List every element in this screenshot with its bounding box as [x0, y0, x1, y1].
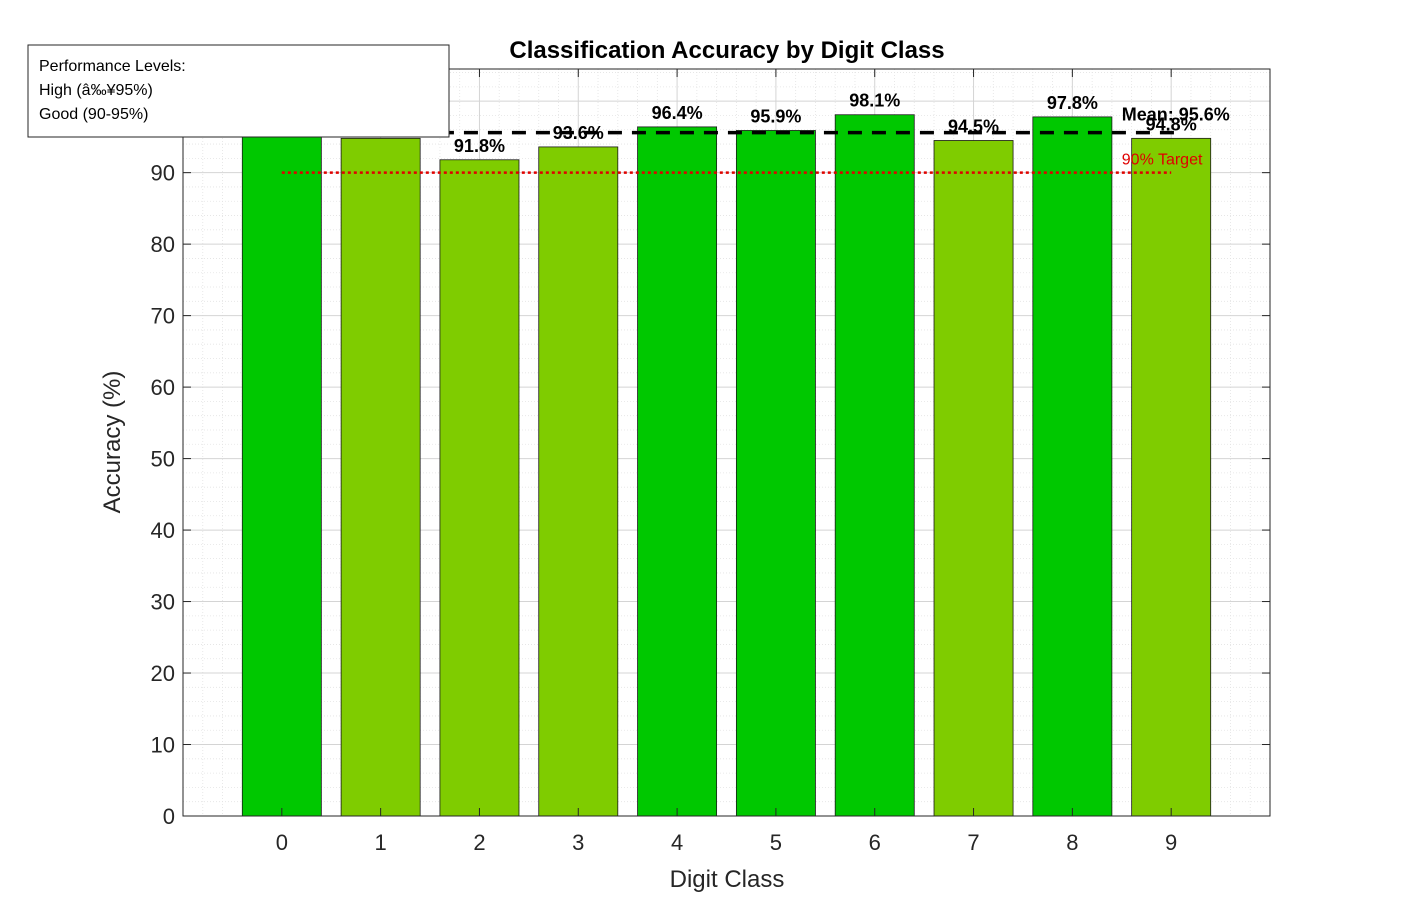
x-tick-label: 6 [869, 830, 881, 855]
bar-2 [439, 159, 520, 817]
legend-box [27, 44, 450, 138]
bar-3 [538, 146, 619, 817]
y-tick-label: 10 [151, 733, 175, 758]
legend: Performance Levels: High (â‰¥95%) Good (… [27, 44, 450, 138]
bar-9 [1131, 137, 1212, 817]
x-axis-label: Digit Class [670, 866, 785, 893]
target-line-label: 90% Target [1122, 152, 1203, 169]
y-tick-label: 80 [151, 232, 175, 257]
y-tick-label: 40 [151, 518, 175, 543]
data-label-5: 95.9% [750, 106, 801, 126]
bar-0 [241, 132, 322, 817]
bar-7 [933, 140, 1014, 817]
y-axis-ticks: 0 10 20 30 40 50 60 70 80 90 [151, 161, 1270, 829]
legend-title: Performance Levels: [39, 58, 186, 75]
bar-6 [834, 114, 915, 817]
x-tick-label: 2 [473, 830, 485, 855]
x-tick-label: 9 [1165, 830, 1177, 855]
bars-group [241, 114, 1212, 817]
data-label-3: 93.6% [553, 123, 604, 143]
bar-4 [637, 126, 718, 817]
x-tick-label: 5 [770, 830, 782, 855]
y-axis-label: Accuracy (%) [99, 371, 126, 514]
x-tick-label: 4 [671, 830, 683, 855]
legend-entry-good: Good (90-95%) [39, 106, 148, 123]
data-labels-group: 91.8% 93.6% 96.4% 95.9% 98.1% 94.5% 97.8% 94.8% [454, 91, 1197, 156]
x-tick-label: 0 [276, 830, 288, 855]
y-tick-label: 20 [151, 661, 175, 686]
chart-title: Classification Accuracy by Digit Class [509, 37, 944, 64]
x-tick-label: 8 [1066, 830, 1078, 855]
y-tick-label: 50 [151, 447, 175, 472]
y-tick-label: 70 [151, 304, 175, 329]
mean-line-label: Mean: 95.6% [1122, 105, 1230, 125]
x-axis-ticks: 0 1 2 3 4 5 6 7 8 9 [276, 69, 1177, 855]
x-tick-label: 7 [967, 830, 979, 855]
data-label-9: 94.8% [1146, 114, 1197, 134]
x-tick-label: 1 [375, 830, 387, 855]
x-tick-label: 3 [572, 830, 584, 855]
bar-5 [735, 130, 816, 817]
data-label-2: 91.8% [454, 136, 505, 156]
data-label-6: 98.1% [849, 91, 900, 111]
data-label-7: 94.5% [948, 116, 999, 136]
y-tick-label: 60 [151, 375, 175, 400]
bar-8 [1032, 116, 1113, 817]
plot-frame [182, 68, 1271, 817]
minor-grid [183, 69, 1270, 816]
data-label-8: 97.8% [1047, 93, 1098, 113]
y-tick-label: 30 [151, 590, 175, 615]
y-tick-label: 0 [163, 804, 175, 829]
legend-entry-high: High (â‰¥95%) [39, 82, 153, 99]
y-tick-label: 90 [151, 161, 175, 186]
data-label-4: 96.4% [652, 103, 703, 123]
bar-1 [340, 137, 421, 817]
